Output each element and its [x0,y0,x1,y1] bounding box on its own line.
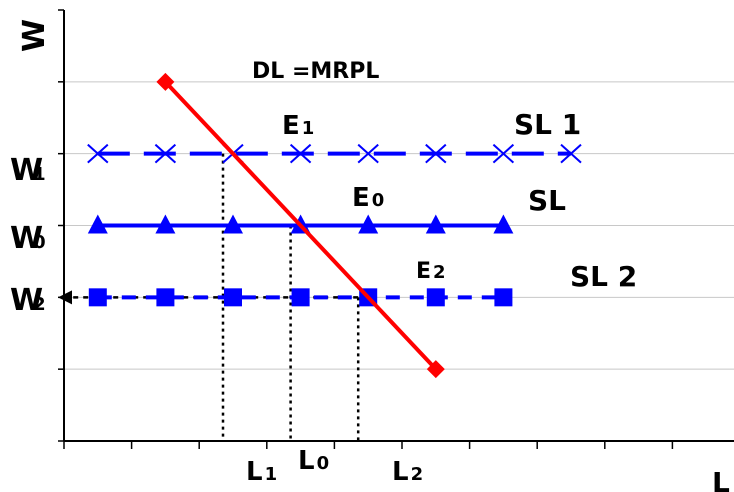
wage-label-w0-subscript: 0 [33,232,46,253]
supply0-point [493,214,514,234]
axes [58,9,734,449]
supply0-point [358,214,379,234]
supply2-point [291,288,310,307]
x-axis-label: L [712,466,730,492]
supply1-point [154,143,177,164]
supply0-point [155,214,176,234]
supply2-curve-label: SL 2 [570,260,637,293]
text-layer: W L W1 W0 W2 L 1 L 0 L 2 E 1 E 0 E 2 DL =MRPL SL 1 SL SL 2 [10,19,730,492]
supply1-point [425,143,447,164]
wage-label-w0: W0 [10,221,46,256]
supply1-point [357,143,379,164]
wage-label-w1: W1 [10,153,46,188]
employment-label-l0-subscript: 0 [317,453,330,474]
employment-label-l1-subscript: 1 [265,464,278,485]
arrowhead-icon [58,290,72,305]
supply2-point [88,288,107,307]
supply0-point [425,214,446,234]
supply2-point [224,288,242,307]
demand-point [156,72,175,91]
demand-point [426,360,445,379]
supply0-curve-label: SL [528,184,566,217]
supply2-point [156,288,175,307]
wage-label-w2: W2 [10,283,46,318]
demand-line [163,80,438,371]
supply1-point [560,143,582,164]
equilibrium-drop-lines [58,153,369,441]
series-layer [87,72,582,379]
y-axis-label: W [17,19,52,52]
equilibrium-label-e2-subscript: 2 [433,262,446,283]
supply0-point [87,214,108,234]
equilibrium-label-e1-subscript: 1 [302,118,315,139]
demand-curve-label: DL =MRPL [252,59,379,84]
supply1-curve-label: SL 1 [514,108,581,141]
supply1-point [87,143,109,164]
supply2-point [426,288,445,307]
supply0-point [223,214,243,234]
supply1-point [492,143,515,164]
wage-label-w2-subscript: 2 [33,294,46,315]
supply1-point [289,143,312,164]
employment-label-l2-subscript: 2 [411,464,424,485]
equilibrium-label-e0-subscript: 0 [372,190,385,211]
supply2-point [494,288,513,307]
wage-label-w1-subscript: 1 [33,164,46,185]
